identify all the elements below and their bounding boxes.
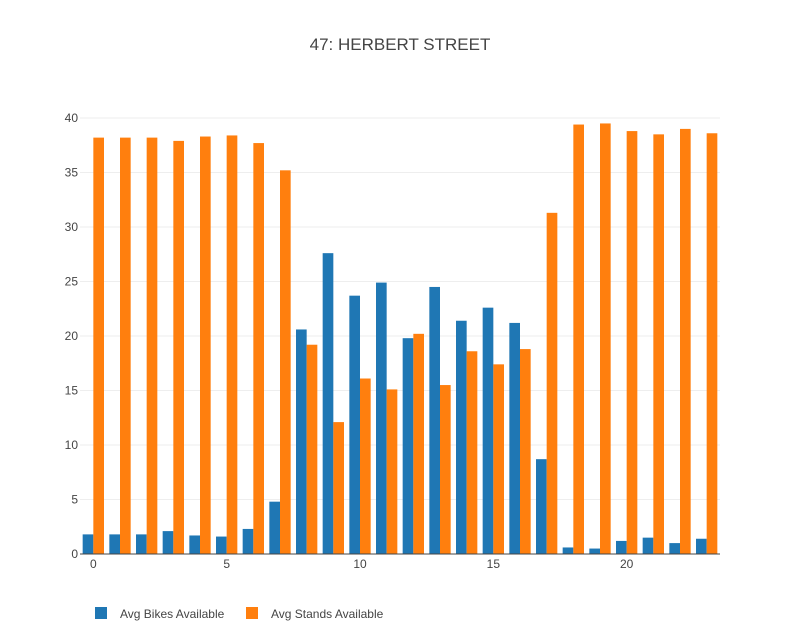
gridlines [80, 117, 720, 500]
x-tick-label: 15 [487, 557, 501, 571]
y-tick-label: 30 [65, 220, 79, 234]
bar-avg-bikes-available[interactable] [429, 286, 440, 554]
bar-avg-stands-available[interactable] [306, 344, 318, 554]
bar-avg-bikes-available[interactable] [642, 537, 654, 554]
x-tick-label: 10 [353, 557, 367, 571]
bar-avg-bikes-available[interactable] [296, 329, 307, 554]
legend-label-avg-stands-available[interactable]: Avg Stands Available [271, 607, 384, 621]
bar-avg-stands-available[interactable] [333, 422, 344, 554]
bar-avg-bikes-available[interactable] [242, 528, 254, 554]
bar-avg-bikes-available[interactable] [616, 540, 627, 554]
bar-avg-stands-available[interactable] [546, 212, 558, 554]
bar-avg-bikes-available[interactable] [456, 320, 467, 554]
bar-avg-bikes-available[interactable] [189, 535, 200, 554]
bar-avg-bikes-available[interactable] [536, 459, 547, 554]
bar-avg-bikes-available[interactable] [216, 536, 227, 554]
y-tick-label: 10 [65, 438, 79, 452]
y-tick-label: 15 [65, 384, 79, 398]
bar-avg-stands-available[interactable] [653, 134, 664, 554]
bar-avg-bikes-available[interactable] [269, 501, 280, 554]
y-tick-label: 40 [65, 111, 79, 125]
bar-avg-stands-available[interactable] [600, 123, 611, 554]
legend-swatch-avg-stands-available[interactable] [246, 607, 258, 619]
bar-avg-bikes-available[interactable] [322, 253, 334, 554]
bar-avg-stands-available[interactable] [253, 143, 264, 554]
bar-avg-bikes-available[interactable] [376, 282, 387, 554]
bar-avg-bikes-available[interactable] [696, 538, 707, 554]
y-tick-label: 20 [65, 329, 79, 343]
bar-avg-bikes-available[interactable] [562, 547, 574, 554]
bar-avg-bikes-available[interactable] [482, 307, 494, 554]
bar-avg-stands-available[interactable] [573, 124, 584, 554]
x-tick-label: 0 [90, 557, 97, 571]
legend-label-avg-bikes-available[interactable]: Avg Bikes Available [120, 607, 225, 621]
bar-avg-stands-available[interactable] [706, 133, 718, 554]
bar-avg-stands-available[interactable] [386, 389, 398, 554]
chart-title: 47: HERBERT STREET [310, 35, 491, 54]
bar-avg-stands-available[interactable] [413, 333, 424, 554]
bar-avg-bikes-available[interactable] [136, 534, 147, 554]
bar-avg-stands-available[interactable] [146, 137, 158, 554]
y-tick-label: 35 [65, 166, 79, 180]
bar-avg-stands-available[interactable] [226, 135, 238, 554]
bar-avg-stands-available[interactable] [120, 137, 131, 554]
axes: 0 5 10 15 20 25 30 35 40 0 5 10 15 20 [65, 111, 720, 571]
bar-avg-bikes-available[interactable] [109, 534, 120, 554]
bar-avg-stands-available[interactable] [360, 378, 371, 554]
bars [82, 123, 718, 554]
bar-avg-stands-available[interactable] [520, 349, 531, 554]
legend[interactable]: Avg Bikes Available Avg Stands Available [95, 607, 384, 621]
bar-avg-stands-available[interactable] [200, 136, 211, 554]
bar-avg-stands-available[interactable] [173, 140, 184, 554]
x-tick-label: 5 [223, 557, 230, 571]
bar-avg-stands-available[interactable] [680, 128, 691, 554]
bar-avg-stands-available[interactable] [280, 170, 291, 554]
y-tick-label: 0 [71, 547, 78, 561]
bar-avg-stands-available[interactable] [493, 364, 504, 554]
bar-avg-bikes-available[interactable] [349, 295, 360, 554]
bar-avg-bikes-available[interactable] [162, 531, 174, 554]
bar-avg-stands-available[interactable] [466, 351, 478, 554]
y-tick-label: 25 [65, 275, 79, 289]
bar-avg-bikes-available[interactable] [82, 534, 94, 554]
bar-avg-bikes-available[interactable] [402, 338, 414, 554]
bar-avg-bikes-available[interactable] [589, 548, 600, 554]
y-tick-label: 5 [71, 493, 78, 507]
bar-avg-bikes-available[interactable] [669, 543, 680, 554]
bar-avg-stands-available[interactable] [626, 131, 638, 554]
bar-avg-stands-available[interactable] [440, 385, 451, 554]
bar-avg-bikes-available[interactable] [509, 322, 520, 554]
legend-swatch-avg-bikes-available[interactable] [95, 607, 107, 619]
x-tick-label: 20 [620, 557, 634, 571]
bar-avg-stands-available[interactable] [93, 137, 104, 554]
